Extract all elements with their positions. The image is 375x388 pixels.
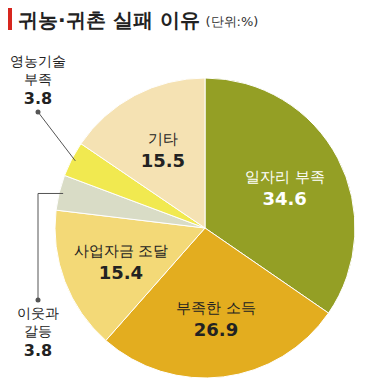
- slice-category: 사업자금 조달: [74, 242, 169, 260]
- slice-category: 영농기술부족: [10, 53, 66, 87]
- chart: 귀농·귀촌 실패 이유 (단위:%) 일자리 부족 34.6 부족한 소득 26.9 사업자…: [0, 0, 375, 388]
- data-label: 15.5: [141, 150, 185, 171]
- pie: [55, 78, 355, 378]
- leader-line: [38, 193, 63, 300]
- leader-line: [38, 112, 75, 161]
- slice-category: 기타: [148, 130, 178, 148]
- subtitle: (단위:%): [206, 14, 259, 29]
- leader-dot: [36, 110, 41, 115]
- slice-category: 부족한 소득: [176, 299, 256, 317]
- title: 귀농·귀촌 실패 이유: [18, 8, 200, 32]
- leader-dot: [36, 298, 41, 303]
- slice: [55, 210, 205, 340]
- slice-category: 이웃과갈등: [17, 305, 59, 339]
- data-label: 26.9: [194, 319, 238, 340]
- slice: [81, 78, 205, 228]
- labels: 일자리 부족 34.6 부족한 소득 26.9 사업자금 조달 15.4 이웃과갈등 3.8 영…: [10, 53, 325, 360]
- title-marker: [8, 8, 12, 30]
- data-label: 34.6: [262, 188, 306, 209]
- data-label: 15.4: [99, 262, 143, 283]
- data-label: 3.8: [24, 341, 52, 360]
- data-label: 3.8: [24, 89, 52, 108]
- slice-category: 일자리 부족: [245, 168, 325, 186]
